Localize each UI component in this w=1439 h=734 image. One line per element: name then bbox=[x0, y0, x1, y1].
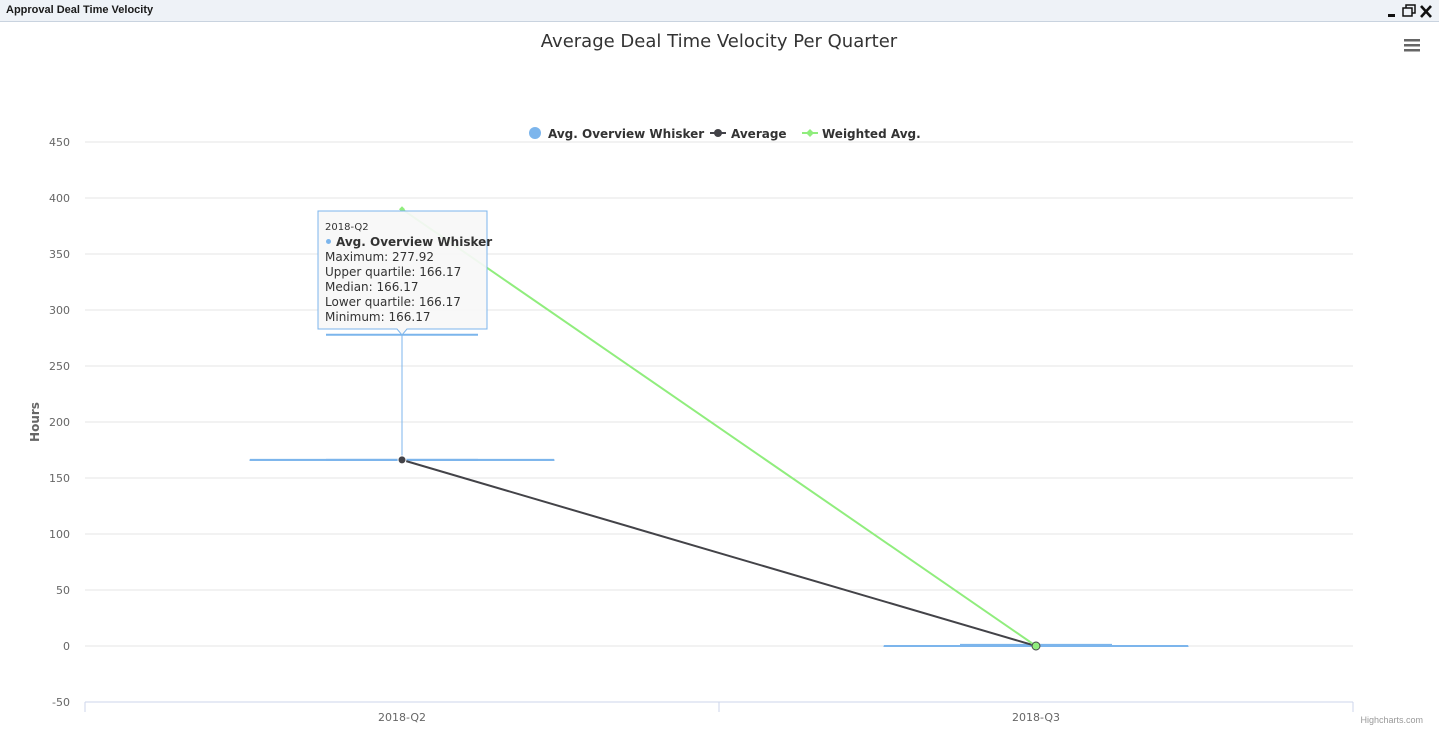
y-tick-label: 350 bbox=[49, 248, 70, 261]
tooltip-series-marker bbox=[326, 239, 331, 244]
chart-legend: Avg. Overview Whisker Average Weighted A… bbox=[529, 127, 921, 141]
tooltip-line-median: Median: 166.17 bbox=[325, 280, 419, 294]
point-average-2018-Q2[interactable] bbox=[397, 455, 407, 465]
legend-label-weighted: Weighted Avg. bbox=[822, 127, 921, 141]
y-tick-label: 250 bbox=[49, 360, 70, 373]
y-tick-label: 450 bbox=[49, 136, 70, 149]
y-tick-label: 200 bbox=[49, 416, 70, 429]
window-title: Approval Deal Time Velocity bbox=[6, 4, 154, 16]
tooltip-line-maximum: Maximum: 277.92 bbox=[325, 250, 434, 264]
y-axis-label: Hours bbox=[28, 402, 42, 442]
y-tick-label: -50 bbox=[52, 696, 70, 709]
series-line-average bbox=[401, 458, 1037, 647]
point-weighted-2018-Q3[interactable] bbox=[1031, 641, 1041, 651]
hamburger-menu-icon[interactable] bbox=[1398, 36, 1426, 58]
tooltip-series: Avg. Overview Whisker bbox=[336, 235, 492, 249]
tooltip-line-lower-quartile: Lower quartile: 166.17 bbox=[325, 295, 461, 309]
y-tick-label: 150 bbox=[49, 472, 70, 485]
window-titlebar: Approval Deal Time Velocity bbox=[0, 0, 1439, 22]
y-tick-label: 0 bbox=[63, 640, 70, 653]
close-icon[interactable] bbox=[1418, 2, 1434, 20]
legend-label-average: Average bbox=[731, 127, 787, 141]
x-tick-label: 2018-Q2 bbox=[378, 711, 426, 724]
restore-icon[interactable] bbox=[1401, 2, 1417, 20]
series-line-weighted-avg bbox=[401, 208, 1037, 647]
tooltip-line-upper-quartile: Upper quartile: 166.17 bbox=[325, 265, 461, 279]
tooltip-line-minimum: Minimum: 166.17 bbox=[325, 310, 430, 324]
y-tick-label: 100 bbox=[49, 528, 70, 541]
whisker-box-2018-Q2[interactable] bbox=[249, 333, 555, 461]
minimize-icon[interactable] bbox=[1385, 2, 1401, 20]
legend-item-whisker[interactable]: Avg. Overview Whisker bbox=[529, 127, 704, 141]
chart-credits[interactable]: Highcharts.com bbox=[1360, 715, 1423, 725]
legend-label-whisker: Avg. Overview Whisker bbox=[548, 127, 704, 141]
x-tick-label: 2018-Q3 bbox=[1012, 711, 1060, 724]
y-tick-label: 400 bbox=[49, 192, 70, 205]
legend-item-weighted[interactable]: Weighted Avg. bbox=[802, 127, 921, 141]
chart-canvas: Average Deal Time Velocity Per Quarter A… bbox=[28, 31, 1426, 724]
chart-tooltip: 2018-Q2 Avg. Overview Whisker Maximum: 2… bbox=[317, 210, 492, 336]
tooltip-category: 2018-Q2 bbox=[325, 222, 369, 233]
y-tick-label: 300 bbox=[49, 304, 70, 317]
chart-title: Average Deal Time Velocity Per Quarter bbox=[541, 31, 898, 52]
y-tick-label: 50 bbox=[56, 584, 70, 597]
legend-item-average[interactable]: Average bbox=[710, 127, 787, 141]
